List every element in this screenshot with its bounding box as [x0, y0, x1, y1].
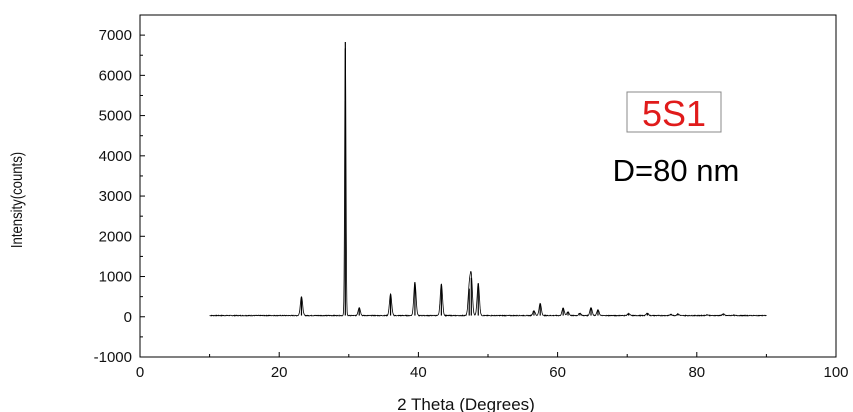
crystallite-size-label: D=80 nm [613, 153, 740, 188]
x-tick-label: 100 [823, 364, 848, 381]
x-tick-label: 40 [410, 364, 427, 381]
y-tick-label: 5000 [99, 108, 132, 125]
x-axis-title: 2 Theta (Degrees) [397, 395, 535, 412]
peak-marks [300, 41, 734, 316]
x-tick-label: 60 [549, 364, 566, 381]
x-axis: 0 20 40 60 80 100 [136, 352, 849, 381]
y-tick-label: 2000 [99, 228, 132, 245]
x-tick-label: 80 [688, 364, 705, 381]
y-axis-title: Intensity(counts) [9, 152, 26, 248]
y-tick-label: 4000 [99, 148, 132, 165]
y-tick-label: 3000 [99, 188, 132, 205]
y-tick-label: 6000 [99, 67, 132, 84]
x-tick-label: 20 [271, 364, 288, 381]
y-tick-label: -1000 [94, 349, 132, 366]
x-tick-label: 0 [136, 364, 144, 381]
sample-label-box [626, 91, 722, 133]
y-tick-label: 7000 [99, 27, 132, 44]
y-tick-label: 0 [124, 309, 132, 326]
xrd-pattern-line [209, 48, 767, 317]
sample-label: 5S1 [642, 93, 706, 134]
y-axis: -1000 0 1000 2000 3000 4000 5000 6000 7000 [94, 27, 145, 366]
y-tick-label: 1000 [99, 269, 132, 286]
